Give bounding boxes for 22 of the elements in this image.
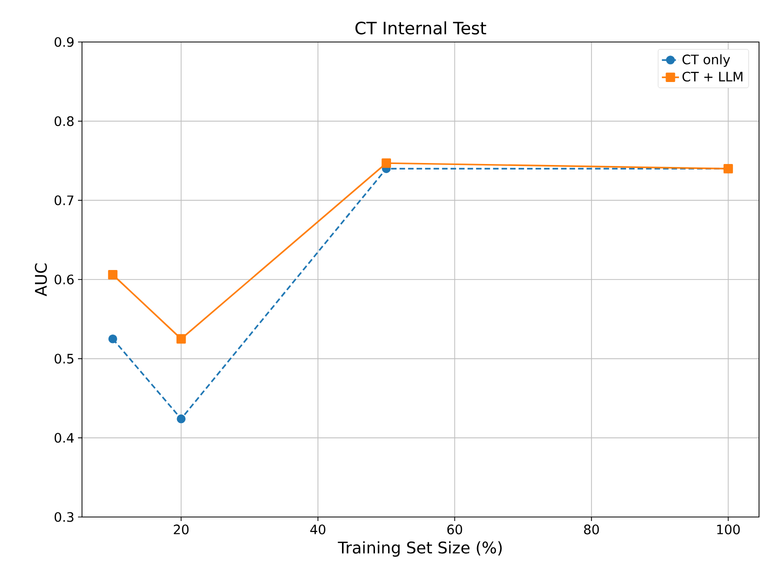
y-tick-label: 0.5 [54, 354, 74, 364]
point [108, 334, 118, 344]
y-tick-label: 0.3 [54, 512, 74, 522]
chart-title: CT Internal Test [355, 21, 486, 34]
y-tick-label: 0.4 [54, 432, 74, 443]
y-axis-title: AUC [34, 263, 47, 296]
legend-label: CT + LLM [682, 72, 742, 82]
x-axis-title: Training Set Size (%) [338, 541, 502, 557]
y-tick-label: 0.9 [54, 37, 74, 47]
x-tick-label: 20 [174, 524, 189, 534]
x-tick-label: 100 [717, 524, 740, 534]
y-tick-label: 0.6 [54, 274, 74, 284]
point [382, 158, 392, 168]
x-tick-label: 80 [584, 524, 599, 534]
point [108, 270, 118, 280]
x-tick-label: 40 [310, 524, 326, 534]
x-tick-label: 60 [447, 524, 462, 534]
point [176, 334, 186, 344]
y-tick-label: 0.7 [54, 195, 74, 206]
point [176, 414, 186, 424]
y-tick-label: 0.8 [54, 116, 74, 126]
legend-label: CT only [682, 54, 730, 67]
